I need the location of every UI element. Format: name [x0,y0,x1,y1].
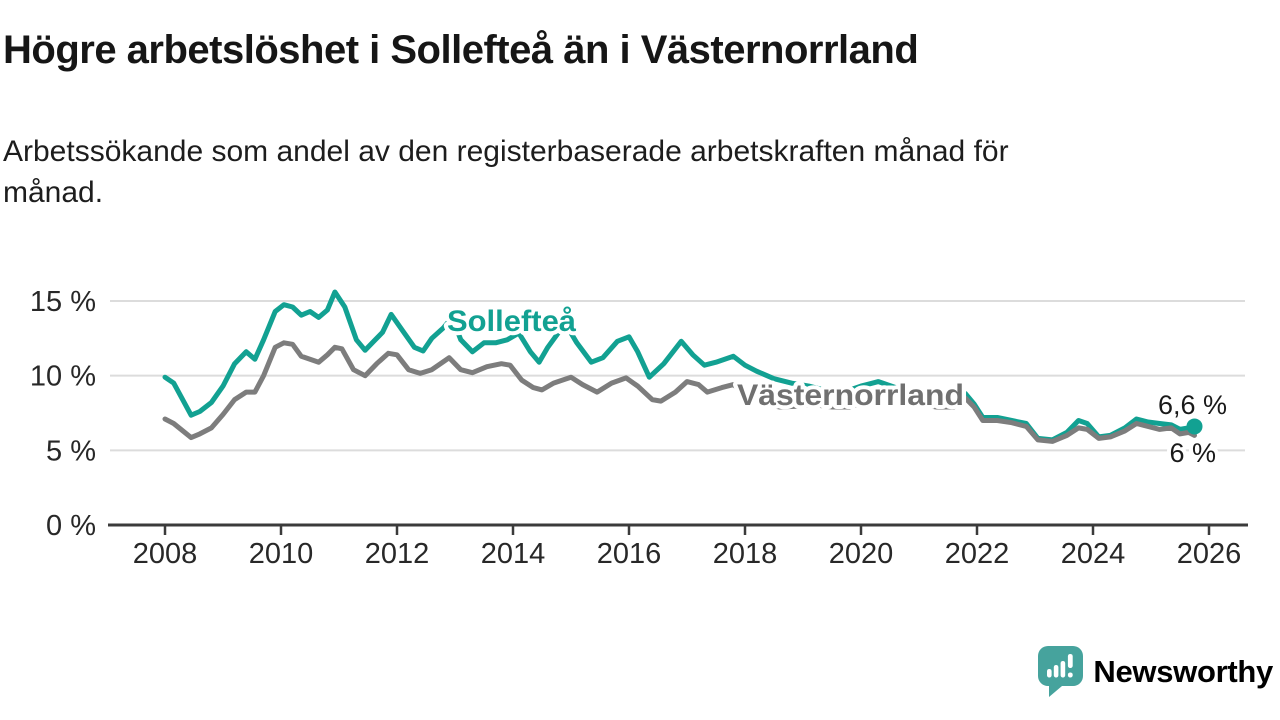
x-tick-label-2008: 2008 [133,538,198,570]
y-tick-label-0: 0 % [46,510,96,542]
end-dot-0 [1186,418,1203,435]
x-tick-label-2026: 2026 [1177,538,1242,570]
series-label-solleftea: Sollefteå [447,305,576,338]
series-lines [162,289,1197,444]
speech-bubble-bar-chart-icon [1038,646,1084,697]
x-axis-labels: 2008 2010 2012 2014 2016 2018 2020 2022 2024 2026 [133,538,1242,570]
x-tick-label-2018: 2018 [713,538,778,570]
series-line-0 [162,289,1197,443]
end-value-label-solleftea: 6,6 % [1158,390,1227,420]
newsworthy-logo-text: Newsworthy [1093,654,1273,689]
y-tick-label-5: 5 % [46,435,96,467]
y-tick-label-10: 10 % [30,361,96,393]
series-end-dots [1186,418,1203,435]
x-tick-label-2022: 2022 [945,538,1010,570]
bar-small [1047,669,1052,678]
chart-subtitle-line-2: månad. [3,176,104,210]
exclamation-bar [1068,654,1074,668]
x-tick-label-2016: 2016 [597,538,662,570]
chart-title: Högre arbetslöshet i Sollefteå än i Väst… [3,28,919,72]
bar-large [1060,661,1066,678]
x-tick-label-2020: 2020 [829,538,894,570]
x-tick-label-2014: 2014 [481,538,546,570]
series-line-1 [162,340,1197,444]
y-tick-label-15: 15 % [30,286,96,318]
x-axis-ticks [163,525,1211,535]
chart-subtitle-line-1: Arbetssökande som andel av den registerb… [3,135,1009,168]
x-tick-label-2012: 2012 [365,538,430,570]
newsworthy-logo: Newsworthy [1038,646,1273,698]
exclamation-dot [1068,672,1074,678]
x-tick-label-2024: 2024 [1061,538,1126,570]
chart-subtitle: Arbetssökande som andel av den registerb… [3,131,1203,213]
bar-medium [1054,665,1059,678]
end-value-label-vasternorrland: 6 % [1169,438,1216,468]
x-tick-label-2010: 2010 [249,538,314,570]
series-label-vasternorrland: Västernorrland [737,379,964,412]
gridlines [110,300,1245,452]
speech-bubble-shape [1038,646,1084,697]
y-axis-labels: 0 % 5 % 10 % 15 % [30,286,96,542]
